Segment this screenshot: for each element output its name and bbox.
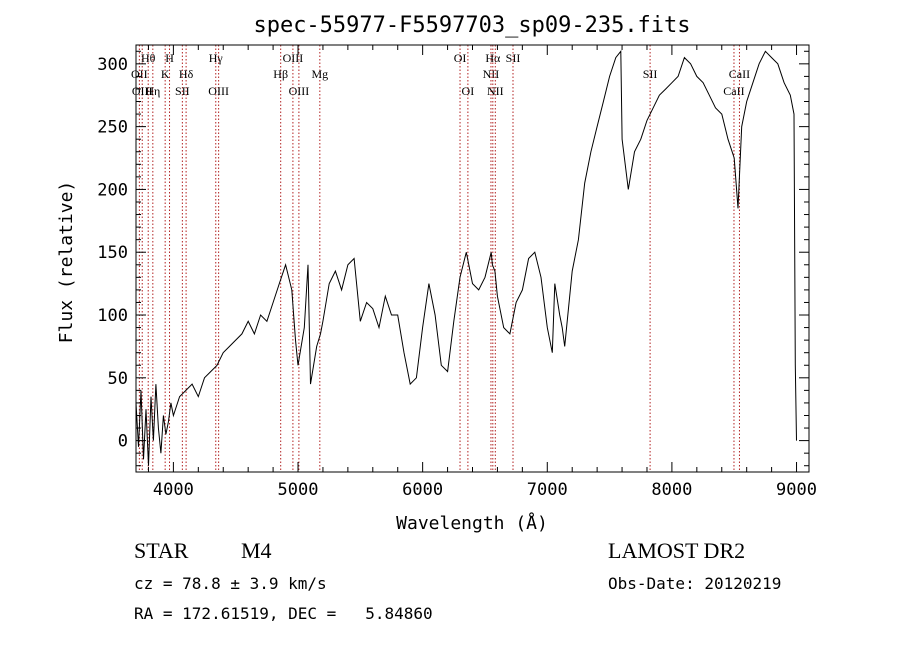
line-marker-label: H bbox=[165, 51, 174, 65]
line-marker-label: OI bbox=[462, 84, 475, 98]
x-tick-label: 4000 bbox=[153, 480, 194, 500]
x-tick-label: 8000 bbox=[651, 480, 692, 500]
redshift-cz: cz = 78.8 ± 3.9 km/s bbox=[134, 574, 327, 593]
x-tick-label: 6000 bbox=[402, 480, 443, 500]
y-tick-label: 150 bbox=[97, 243, 128, 263]
line-marker-label: K bbox=[161, 67, 170, 81]
line-marker-label: CaII bbox=[723, 84, 744, 98]
x-axis-label: Wavelength (Å) bbox=[396, 512, 548, 534]
line-marker-label: Hβ bbox=[273, 67, 288, 81]
y-tick-label: 200 bbox=[97, 180, 128, 200]
line-markers: OIIOIIIHθHηKHSIIHδHγOIIIHβOIIIOIIIMgOIOI… bbox=[131, 45, 750, 472]
line-marker-label: Hα bbox=[485, 51, 501, 65]
y-axis-label: Flux (relative) bbox=[56, 181, 77, 344]
line-marker-label: SII bbox=[643, 67, 658, 81]
y-tick-label: 50 bbox=[108, 369, 128, 389]
spectrum-line bbox=[135, 49, 797, 466]
line-marker-label: NII bbox=[483, 67, 500, 81]
y-axis: 0 50 100 150 200 250 300 bbox=[97, 50, 809, 467]
line-marker-label: OI bbox=[454, 51, 467, 65]
object-class: STAR bbox=[134, 538, 189, 563]
line-marker-label: OIII bbox=[208, 84, 229, 98]
line-marker-label: CaII bbox=[729, 67, 750, 81]
line-marker-label: Hγ bbox=[209, 51, 224, 65]
line-marker-label: Hη bbox=[145, 84, 160, 98]
line-marker-label: OIII bbox=[132, 84, 153, 98]
line-marker-label: OIII bbox=[283, 51, 304, 65]
y-tick-label: 300 bbox=[97, 55, 128, 75]
x-tick-label: 9000 bbox=[776, 480, 817, 500]
obs-date: Obs-Date: 20120219 bbox=[608, 574, 782, 593]
y-tick-label: 100 bbox=[97, 306, 128, 326]
chart-title: spec-55977-F5597703_sp09-235.fits bbox=[253, 13, 690, 38]
object-subclass: M4 bbox=[241, 538, 272, 563]
ra-dec: RA = 172.61519, DEC = 5.84860 bbox=[134, 604, 433, 623]
line-marker-label: Hθ bbox=[141, 51, 156, 65]
line-marker-label: NII bbox=[487, 84, 504, 98]
line-marker-label: OII bbox=[131, 67, 148, 81]
x-tick-label: 7000 bbox=[527, 480, 568, 500]
line-marker-label: Hδ bbox=[179, 67, 194, 81]
series-layer bbox=[135, 49, 797, 466]
line-marker-label: Mg bbox=[311, 67, 328, 81]
y-tick-label: 250 bbox=[97, 118, 128, 138]
line-marker-label: OIII bbox=[289, 84, 310, 98]
x-axis: 4000 5000 6000 7000 8000 9000 bbox=[147, 45, 817, 500]
survey-name: LAMOST DR2 bbox=[608, 538, 746, 563]
y-tick-label: 0 bbox=[118, 432, 128, 452]
line-marker-label: SII bbox=[506, 51, 521, 65]
line-marker-label: SII bbox=[175, 84, 190, 98]
plot-frame bbox=[135, 44, 810, 473]
x-tick-label: 5000 bbox=[278, 480, 319, 500]
